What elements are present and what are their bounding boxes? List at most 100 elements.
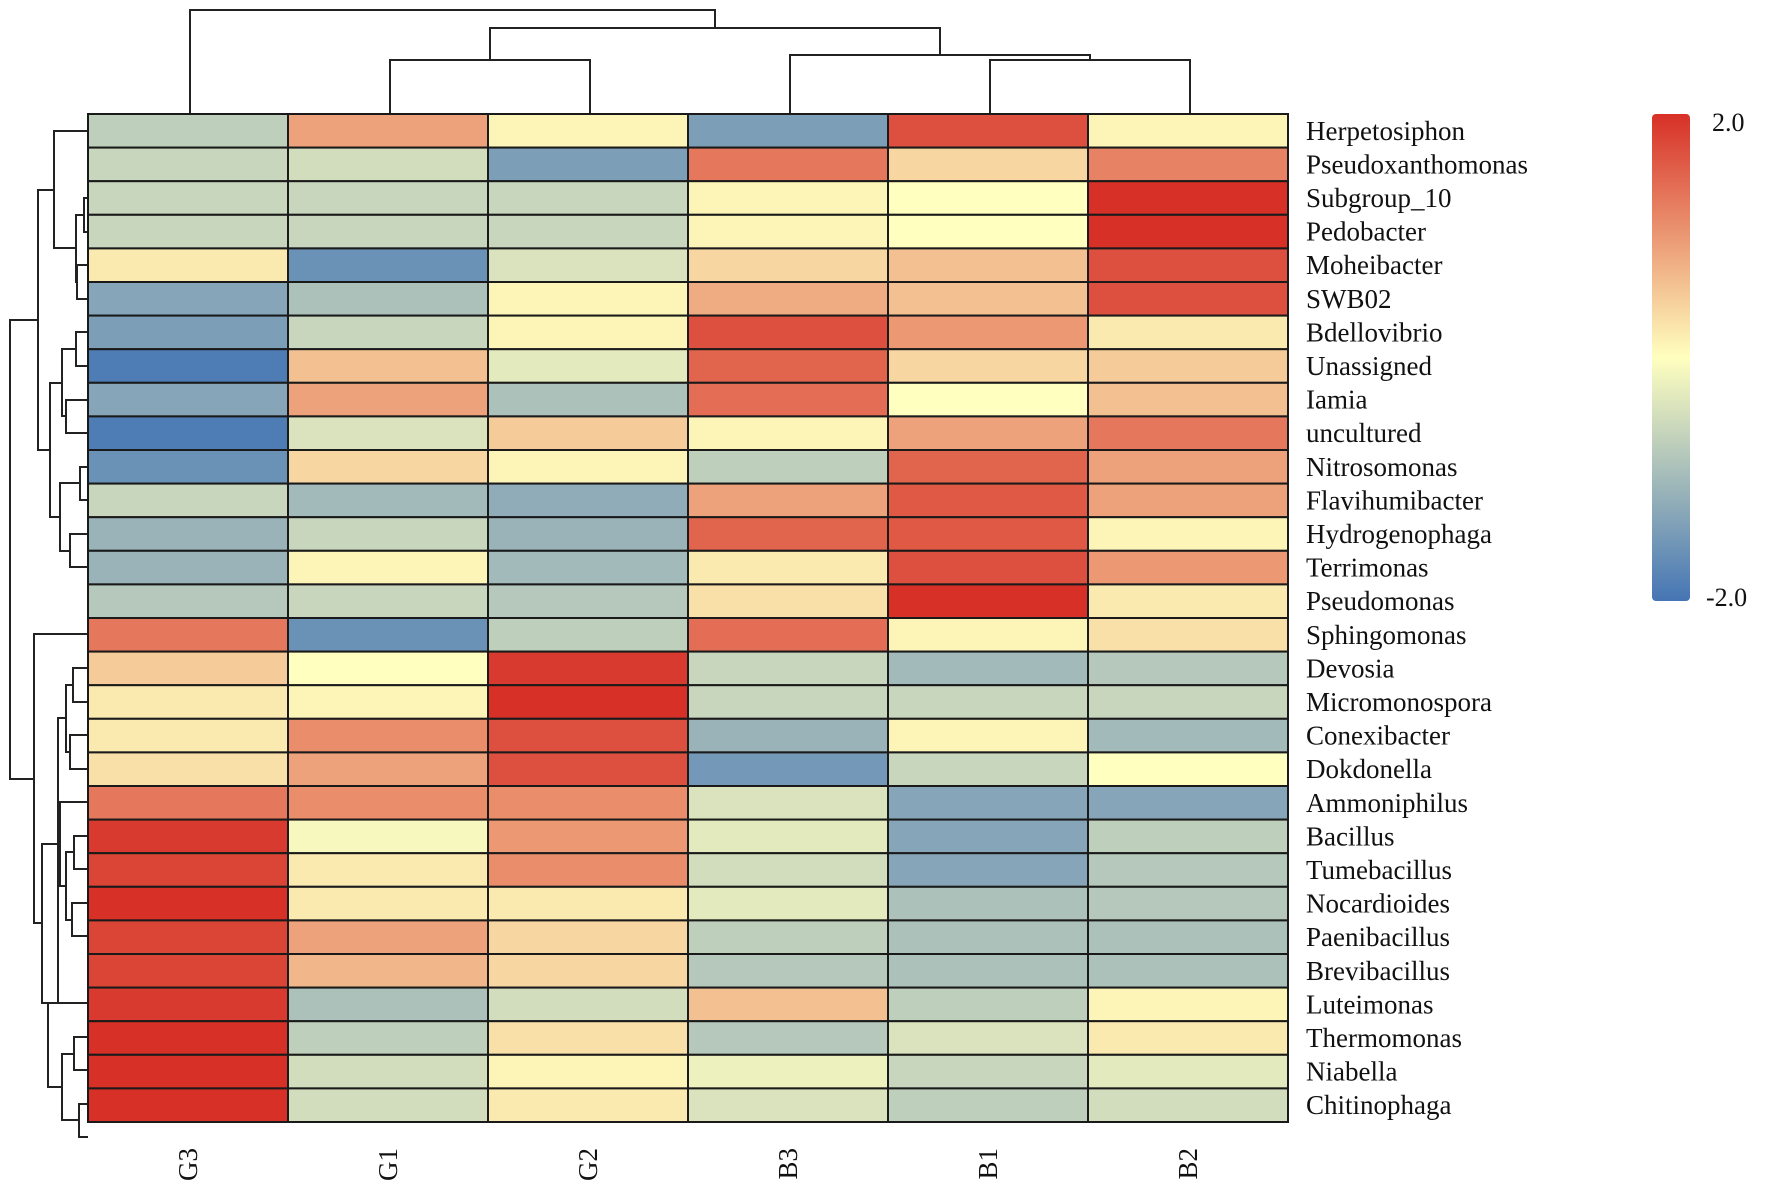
heatmap-cell-Brevibacillus-G3 <box>87 953 289 989</box>
heatmap-cell-Thermomonas-B2 <box>1087 1020 1289 1056</box>
heatmap-cell-Micromonospora-B3 <box>687 684 889 720</box>
heatmap-cell-Bdellovibrio-G3 <box>87 314 289 351</box>
heatmap-cell-Conexibacter-G3 <box>87 717 289 754</box>
heatmap-cell-Conexibacter-G2 <box>487 717 689 754</box>
legend-min-label: -2.0 <box>1706 583 1747 612</box>
row-label: Sphingomonas <box>1306 620 1467 650</box>
heatmap-cell-Pedobacter-G2 <box>487 213 689 250</box>
heatmap-cell-Bdellovibrio-G2 <box>487 314 689 351</box>
heatmap-cell-Chitinophaga-B2 <box>1087 1087 1289 1124</box>
heatmap-cell-Brevibacillus-B3 <box>687 953 889 989</box>
heatmap-cell-Bacillus-G3 <box>87 818 289 855</box>
heatmap-cell-Pseudoxanthomonas-G2 <box>487 146 689 183</box>
heatmap-cell-Subgroup_10-B1 <box>887 180 1089 216</box>
heatmap-cell-Niabella-G2 <box>487 1053 689 1090</box>
heatmap-cell-Brevibacillus-G2 <box>487 953 689 989</box>
heatmap-cell-Bdellovibrio-B2 <box>1087 314 1289 351</box>
heatmap-cell-Pseudomonas-G3 <box>87 583 289 620</box>
heatmap-cell-Bdellovibrio-B1 <box>887 314 1089 351</box>
heatmap-cell-Paenibacillus-B3 <box>687 919 889 956</box>
heatmap-cell-Sphingomonas-G1 <box>287 617 489 653</box>
heatmap-cell-Dokdonella-B1 <box>887 751 1089 788</box>
heatmap-cell-Unassigned-B1 <box>887 348 1089 384</box>
row-dendro-link <box>78 1103 88 1138</box>
column-label: B1 <box>973 1148 1003 1180</box>
row-dendro-link <box>48 717 66 1004</box>
heatmap-cell-Pedobacter-B3 <box>687 213 889 250</box>
heatmap-cell-Hydrogenophaga-B1 <box>887 516 1089 552</box>
column-label: B3 <box>773 1148 803 1180</box>
heatmap-cell-Nocardioides-B2 <box>1087 885 1289 922</box>
heatmap-cell-Nitrosomonas-G2 <box>487 449 689 485</box>
heatmap-cell-Iamia-B3 <box>687 381 889 418</box>
heatmap-cell-Moheibacter-B2 <box>1087 247 1289 283</box>
heatmap-cell-Unassigned-G2 <box>487 348 689 384</box>
heatmap-cell-Subgroup_10-B2 <box>1087 180 1289 216</box>
heatmap-cell-Chitinophaga-G1 <box>287 1087 489 1124</box>
row-label: Dokdonella <box>1306 754 1432 784</box>
legend-max-label: 2.0 <box>1712 108 1745 137</box>
heatmap-cell-Niabella-B2 <box>1087 1053 1289 1090</box>
heatmap-cell-Pedobacter-G1 <box>287 213 489 250</box>
heatmap-cell-Subgroup_10-B3 <box>687 180 889 216</box>
column-dendrogram <box>189 9 1191 113</box>
heatmap-cell-Pseudomonas-B2 <box>1087 583 1289 620</box>
heatmap-cell-Chitinophaga-G2 <box>487 1087 689 1124</box>
heatmap-cell-Devosia-G3 <box>87 650 289 687</box>
heatmap-cell-uncultured-B3 <box>687 415 889 451</box>
heatmap-cell-Bacillus-G1 <box>287 818 489 855</box>
heatmap-cell-Thermomonas-G1 <box>287 1020 489 1056</box>
heatmap-cell-Pedobacter-G3 <box>87 213 289 250</box>
heatmap-cell-Ammoniphilus-B1 <box>887 785 1089 821</box>
heatmap-cell-Pseudomonas-G1 <box>287 583 489 620</box>
heatmap-cell-Pedobacter-B2 <box>1087 213 1289 250</box>
heatmap-cell-Luteimonas-G1 <box>287 986 489 1023</box>
row-label: Flavihumibacter <box>1306 485 1483 515</box>
heatmap-cell-Terrimonas-B2 <box>1087 549 1289 586</box>
row-dendro-link <box>73 835 88 870</box>
heatmap-cell-Nocardioides-B1 <box>887 885 1089 922</box>
heatmap-cell-Subgroup_10-G1 <box>287 180 489 216</box>
heatmap-cell-Thermomonas-G3 <box>87 1020 289 1056</box>
row-dendro-link <box>75 331 88 367</box>
row-dendro-link <box>69 533 88 568</box>
heatmap-cell-Micromonospora-G2 <box>487 684 689 720</box>
color-legend: 2.0 -2.0 <box>1652 108 1747 612</box>
row-label: Conexibacter <box>1306 721 1450 751</box>
heatmap-cell-Hydrogenophaga-G2 <box>487 516 689 552</box>
heatmap-cell-Pseudoxanthomonas-G1 <box>287 146 489 183</box>
column-labels: G3 G1 G2 B3 B1 B2 <box>173 1148 1203 1181</box>
heatmap-cell-Pseudomonas-B3 <box>687 583 889 620</box>
heatmap-cell-Tumebacillus-B1 <box>887 852 1089 888</box>
heatmap-cell-Paenibacillus-G1 <box>287 919 489 956</box>
row-dendro-link <box>73 1036 88 1071</box>
heatmap-cell-Brevibacillus-G1 <box>287 953 489 989</box>
heatmap-cell-Pseudomonas-G2 <box>487 583 689 620</box>
heatmap-cell-Tumebacillus-G1 <box>287 852 489 888</box>
heatmap-cell-Hydrogenophaga-B2 <box>1087 516 1289 552</box>
heatmap-cell-Pseudomonas-B1 <box>887 583 1089 620</box>
heatmap-cell-Paenibacillus-B1 <box>887 919 1089 956</box>
heatmap-cell-Pseudoxanthomonas-B1 <box>887 146 1089 183</box>
heatmap-cell-Flavihumibacter-B1 <box>887 482 1089 519</box>
heatmap-cell-Ammoniphilus-G3 <box>87 785 289 821</box>
column-label: G3 <box>173 1148 203 1181</box>
column-label: G1 <box>373 1148 403 1181</box>
row-label: Micromonospora <box>1306 687 1492 717</box>
heatmap-cell-Herpetosiphon-G1 <box>287 113 489 149</box>
heatmap-cell-uncultured-G3 <box>87 415 289 451</box>
heatmap-cell-Conexibacter-B3 <box>687 717 889 754</box>
heatmap-cell-Dokdonella-B3 <box>687 751 889 788</box>
heatmap-cell-Micromonospora-B1 <box>887 684 1089 720</box>
heatmap-cell-Sphingomonas-G2 <box>487 617 689 653</box>
col-dendro-link <box>389 59 591 113</box>
heatmap-cell-Moheibacter-G3 <box>87 247 289 283</box>
row-label: Niabella <box>1306 1057 1397 1087</box>
row-label: uncultured <box>1306 418 1422 448</box>
row-label: Unassigned <box>1306 351 1432 381</box>
heatmap-cell-Bacillus-B3 <box>687 818 889 855</box>
heatmap-cell-Nocardioides-B3 <box>687 885 889 922</box>
heatmap-cell-Flavihumibacter-B2 <box>1087 482 1289 519</box>
